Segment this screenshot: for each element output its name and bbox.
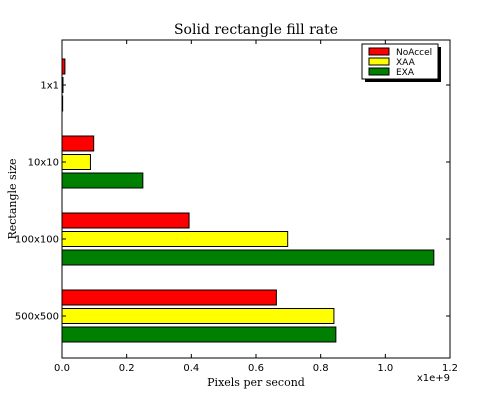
chart-title: Solid rectangle fill rate [174,22,338,38]
legend-swatch-xaa [368,57,390,66]
bar-exa-10x10 [61,172,144,189]
bar-noaccel-10x10 [61,135,95,152]
legend-label-noaccel: NoAccel [396,48,432,58]
bar-xaa-10x10 [61,154,91,170]
legend-label-xaa: XAA [396,58,416,68]
legend-swatch-noaccel [368,47,390,56]
bar-xaa-500x500 [61,308,335,324]
x-tick-label: 0.8 [313,363,329,374]
bar-noaccel-100x100 [61,212,190,229]
bar-xaa-100x100 [61,231,289,247]
x-tick-label: 0.4 [183,363,199,374]
bar-noaccel-500x500 [61,289,277,306]
x-tick-label: 0.6 [248,363,264,374]
y-axis-ticks: 1x1 10x10 100x100 500x500 [15,81,450,323]
legend-label-exa: EXA [396,68,415,78]
bars [61,58,435,343]
x-axis-label: Pixels per second [207,376,305,389]
x-tick-label: 1.0 [377,363,393,374]
y-tick-label: 1x1 [40,81,59,92]
y-tick-label: 10x10 [28,158,59,169]
bar-exa-500x500 [61,326,337,343]
x-axis-ticks: 0.0 0.2 0.4 0.6 0.8 1.0 1.2 [54,40,458,374]
legend-swatch-exa [368,67,390,76]
x-tick-label: 1.2 [442,363,458,374]
x-tick-label: 0.0 [54,363,70,374]
x-tick-label: 0.2 [119,363,135,374]
y-tick-label: 100x100 [15,235,59,246]
y-axis-label: Rectangle size [6,158,19,239]
y-tick-label: 500x500 [15,312,59,323]
x-axis-scale-label: x1e+9 [417,373,450,384]
bar-exa-100x100 [61,249,435,266]
